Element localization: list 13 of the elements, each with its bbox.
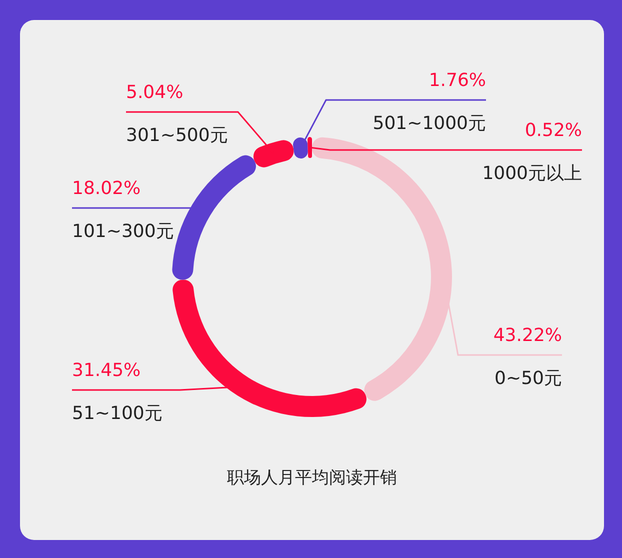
data-label: 1.76% — [428, 70, 486, 91]
slice-label: 0~50元 — [494, 368, 562, 389]
data-label: 43.22% — [493, 325, 562, 346]
data-label: 5.04% — [126, 82, 184, 103]
data-label: 0.52% — [524, 120, 582, 141]
slice-label: 51~100元 — [72, 403, 162, 424]
data-label: 31.45% — [72, 360, 141, 381]
text: 职场人月平均阅读开销 — [227, 468, 397, 488]
slice-label: 101~300元 — [72, 221, 174, 242]
slice-label: 1000元以上 — [482, 163, 582, 184]
data-label: 18.02% — [72, 178, 141, 199]
slice-label: 301~500元 — [126, 125, 228, 146]
slice-label: 501~1000元 — [372, 113, 486, 134]
